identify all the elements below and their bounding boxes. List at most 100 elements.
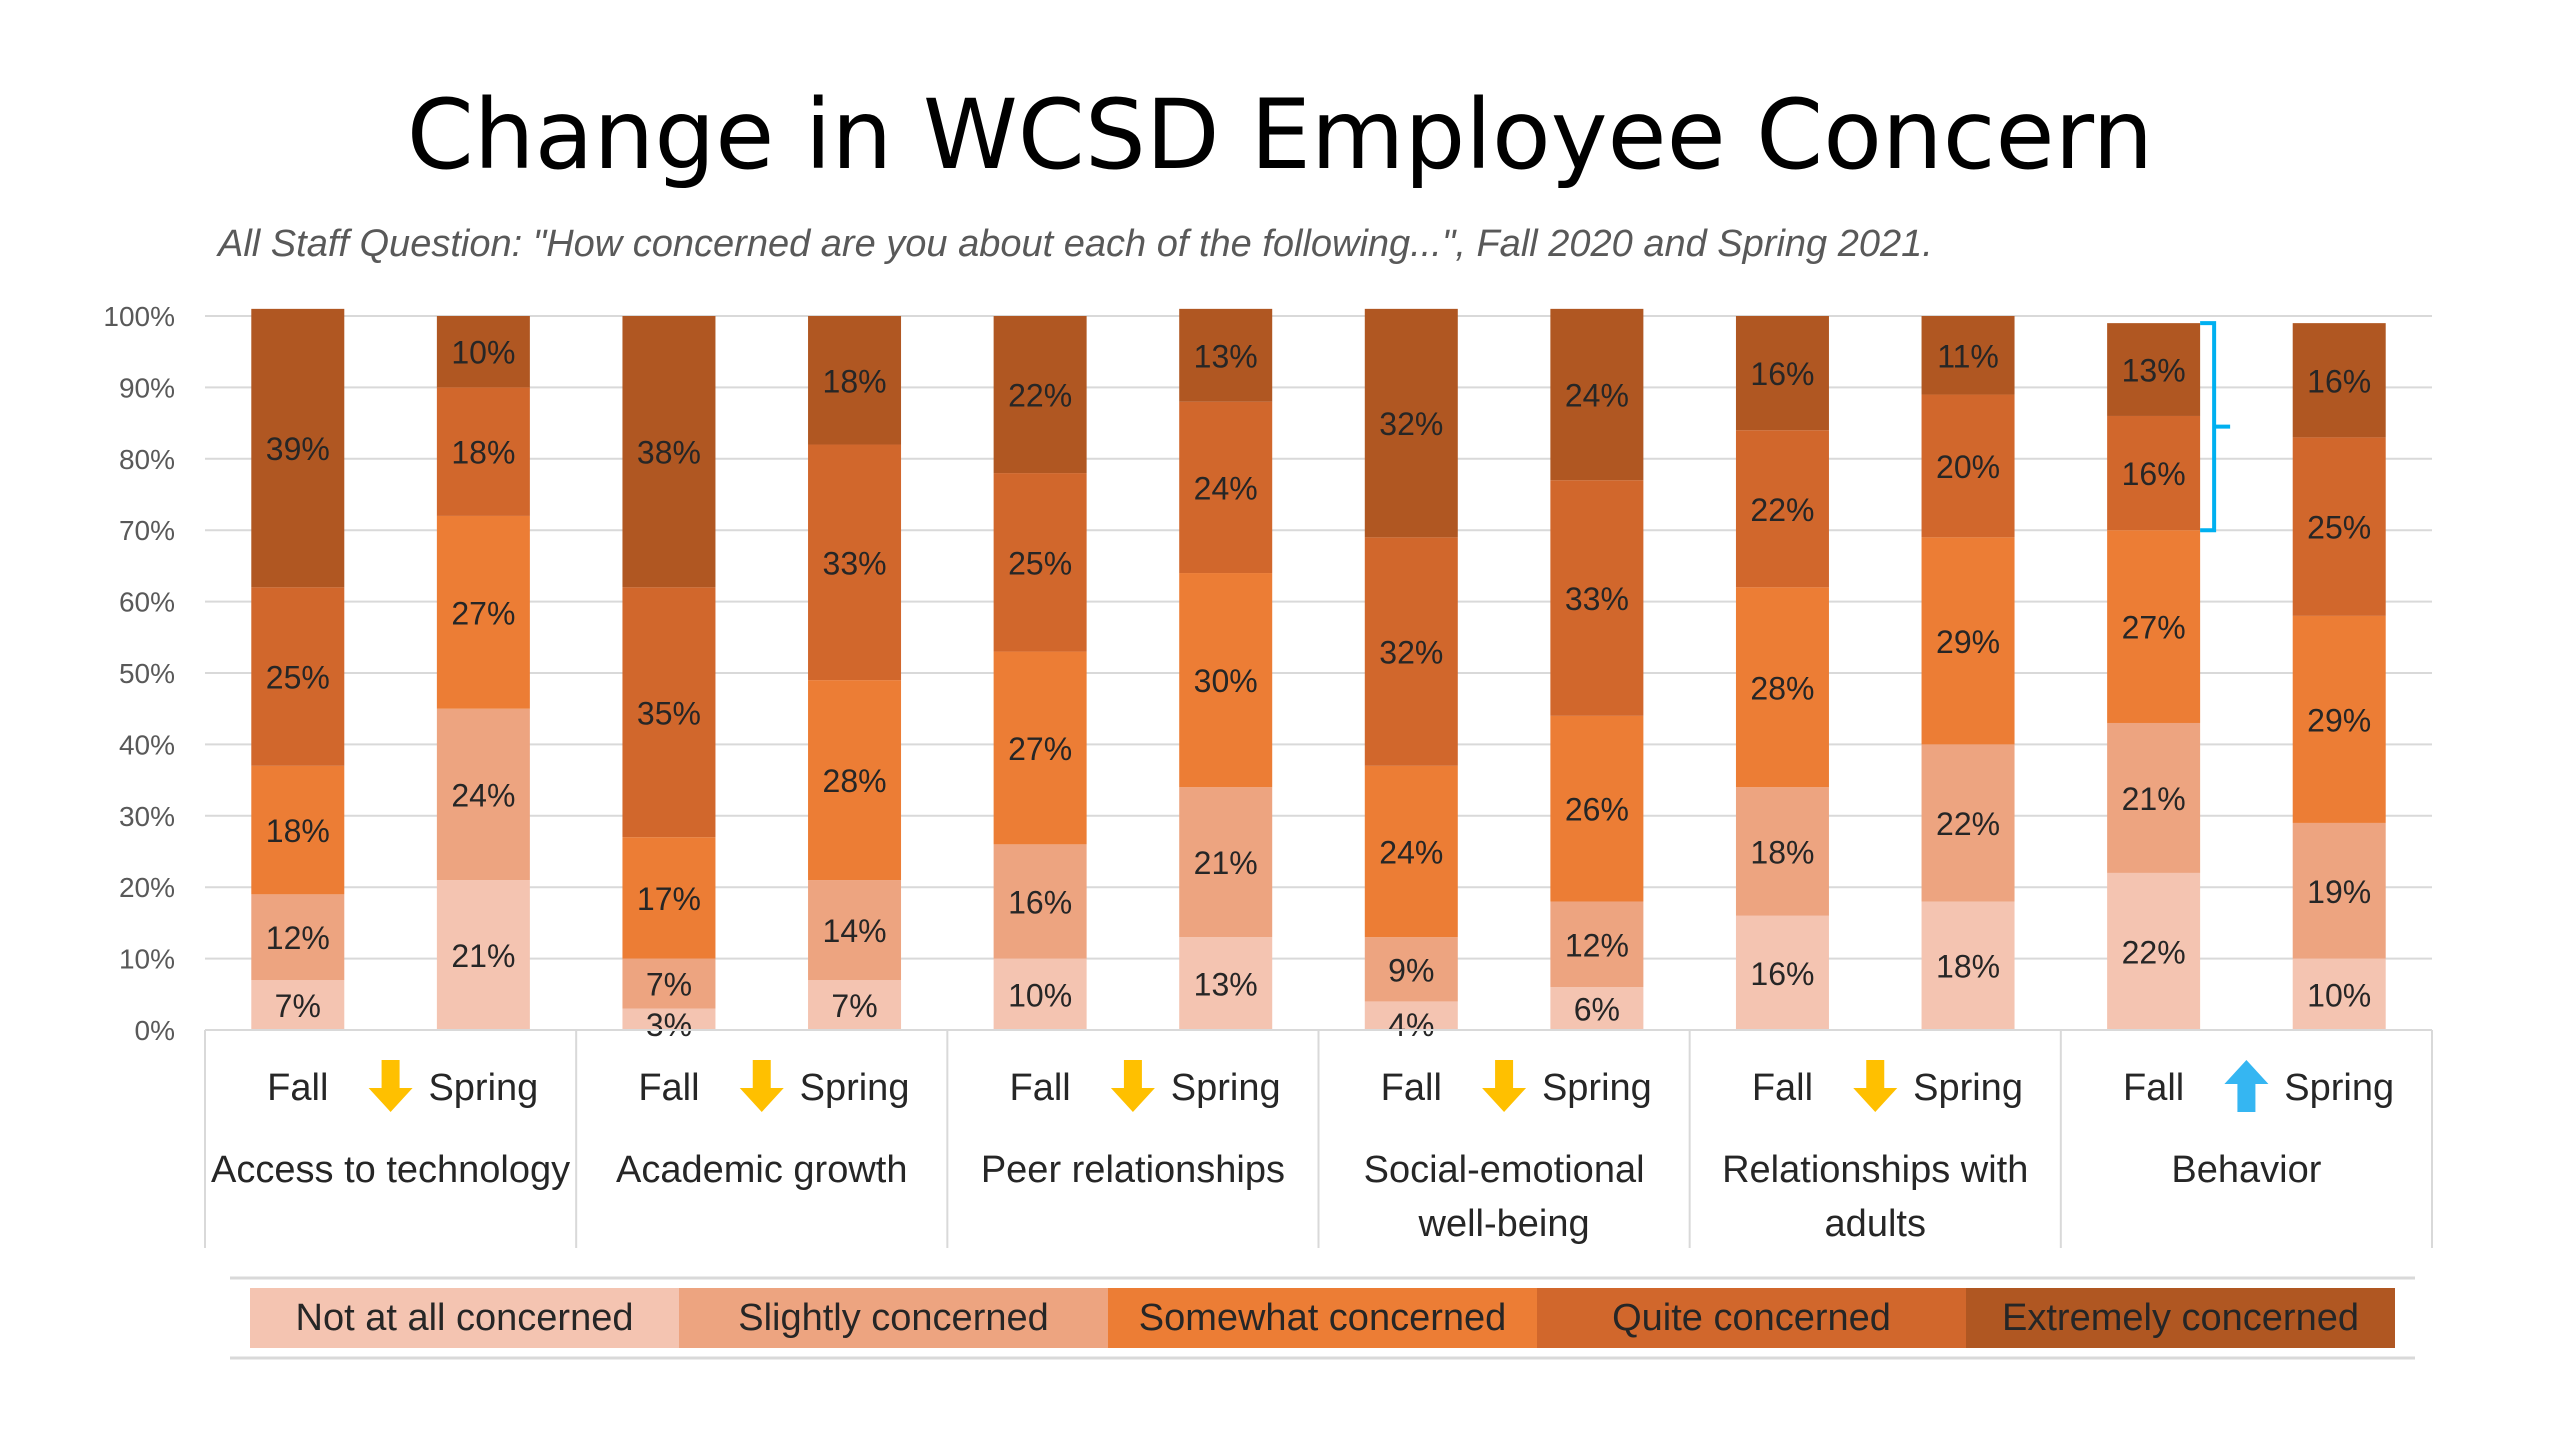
legend-swatch-3: [1537, 1288, 1966, 1348]
arrow-up-icon: [2224, 1060, 2269, 1112]
legend-entry: Extremely concerned: [2002, 1297, 2359, 1339]
bar-segment-5-fall-0: [2107, 872, 2201, 1030]
data-label: 28%: [1750, 670, 1814, 706]
data-label: 9%: [1388, 952, 1434, 988]
data-label: 33%: [1565, 581, 1629, 617]
data-label: 25%: [1008, 545, 1072, 581]
data-label: 30%: [1194, 663, 1258, 699]
data-label: 18%: [1750, 835, 1814, 871]
data-label: 16%: [1750, 956, 1814, 992]
data-label: 18%: [823, 363, 887, 399]
period-label: Fall: [267, 1067, 328, 1109]
data-label: 13%: [2122, 353, 2186, 389]
bars: 7% 12% 18% 25% 39% 21% 24% 27% 18% 10% 3% 7% 17% 35% 3…: [251, 308, 2386, 1043]
bar-segment-4-fall-3: [1735, 430, 1829, 588]
data-label: 17%: [637, 881, 701, 917]
bar-segment-3-spring-1: [1550, 901, 1644, 988]
legend-entry: Quite concerned: [1612, 1297, 1891, 1339]
data-label: 22%: [2122, 934, 2186, 970]
chart-title: Change in WCSD Employee Concern: [407, 79, 2153, 191]
bar-segment-4-spring-1: [1921, 744, 2015, 902]
data-label: 24%: [1194, 470, 1258, 506]
period-label: Spring: [1542, 1067, 1652, 1109]
y-tick-label: 70%: [119, 515, 175, 546]
data-label: 7%: [831, 988, 877, 1024]
y-tick-label: 30%: [119, 801, 175, 832]
bar-segment-3-fall-4: [1364, 308, 1458, 538]
data-label: 16%: [1008, 884, 1072, 920]
bar-segment-3-spring-3: [1550, 480, 1644, 716]
data-label: 39%: [266, 431, 330, 467]
data-label: 11%: [1937, 338, 1999, 374]
gridlines: [205, 315, 2432, 1031]
bar-segment-5-spring-0: [2292, 958, 2386, 1030]
data-label: 7%: [646, 967, 692, 1003]
bar-segment-5-fall-4: [2107, 323, 2201, 416]
legend: Not at all concerned Slightly concerned So…: [230, 1276, 2415, 1360]
bar-segment-1-fall-2: [622, 837, 716, 959]
bar-segment-5-fall-3: [2107, 415, 2201, 531]
data-label: 33%: [823, 545, 887, 581]
bar-segment-2-fall-1: [993, 844, 1087, 959]
bar-segment-1-spring-1: [808, 880, 902, 981]
legend-entry: Not at all concerned: [296, 1297, 634, 1339]
data-label: 4%: [1388, 1007, 1434, 1043]
period-label: Spring: [1913, 1067, 2023, 1109]
bar-segment-5-spring-4: [2292, 323, 2386, 438]
data-label: 13%: [1194, 967, 1258, 1003]
data-label: 35%: [637, 695, 701, 731]
period-label: Spring: [2284, 1067, 2394, 1109]
period-label: Fall: [1752, 1067, 1813, 1109]
bar-segment-4-fall-0: [1735, 915, 1829, 1030]
y-tick-label: 80%: [119, 444, 175, 475]
bar-segment-4-spring-2: [1921, 537, 2015, 745]
data-label: 32%: [1379, 406, 1443, 442]
data-label: 24%: [451, 777, 515, 813]
bar-segment-1-fall-0: [622, 1008, 716, 1030]
category-label: Academic growth: [616, 1149, 907, 1191]
y-axis: 0% 10% 20% 30% 40% 50% 60% 70% 80% 90% 100%: [103, 301, 175, 1046]
data-label: 10%: [2307, 977, 2371, 1013]
arrow-down-icon: [1110, 1060, 1155, 1112]
bar-segment-1-fall-1: [622, 958, 716, 1009]
data-label: 12%: [1565, 927, 1629, 963]
bar-segment-3-fall-3: [1364, 537, 1458, 766]
data-label: 22%: [1936, 806, 2000, 842]
data-label: 32%: [1379, 635, 1443, 671]
bar-segment-4-spring-4: [1921, 316, 2015, 395]
bar-segment-3-spring-0: [1550, 987, 1644, 1030]
data-label: 18%: [266, 813, 330, 849]
category-label: adults: [1825, 1203, 1926, 1245]
x-axis: Fall Spring Access to technology Fall Spring…: [204, 1029, 2433, 1248]
legend-entry: Slightly concerned: [738, 1297, 1049, 1339]
legend-swatch-1: [679, 1288, 1108, 1348]
bar-segment-0-fall-1: [251, 894, 345, 981]
data-label: 29%: [1936, 624, 2000, 660]
bar-segment-0-fall-2: [251, 765, 345, 895]
data-label: 20%: [1936, 449, 2000, 485]
bar-segment-1-spring-3: [808, 444, 902, 681]
bar-segment-2-spring-2: [1179, 573, 1273, 788]
bar-segment-5-spring-3: [2292, 437, 2386, 616]
bar-segment-3-spring-4: [1550, 308, 1644, 481]
data-label: 25%: [2307, 510, 2371, 546]
bar-segment-4-spring-0: [1921, 901, 2015, 1030]
bar-segment-3-fall-1: [1364, 937, 1458, 1002]
arrow-down-icon: [739, 1060, 784, 1112]
bar-segment-4-fall-4: [1735, 316, 1829, 431]
period-label: Fall: [1381, 1067, 1442, 1109]
data-label: 18%: [451, 435, 515, 471]
data-label: 21%: [2122, 781, 2186, 817]
data-label: 16%: [2307, 363, 2371, 399]
data-label: 22%: [1750, 492, 1814, 528]
bar-segment-3-fall-2: [1364, 765, 1458, 938]
y-tick-label: 90%: [119, 372, 175, 403]
data-label: 14%: [823, 913, 887, 949]
bar-segment-3-fall-0: [1364, 1001, 1458, 1030]
data-label: 3%: [646, 1007, 692, 1043]
bar-segment-5-fall-1: [2107, 722, 2201, 873]
period-label: Fall: [2123, 1067, 2184, 1109]
bar-segment-2-fall-2: [993, 651, 1087, 845]
bar-segment-4-spring-3: [1921, 394, 2015, 538]
